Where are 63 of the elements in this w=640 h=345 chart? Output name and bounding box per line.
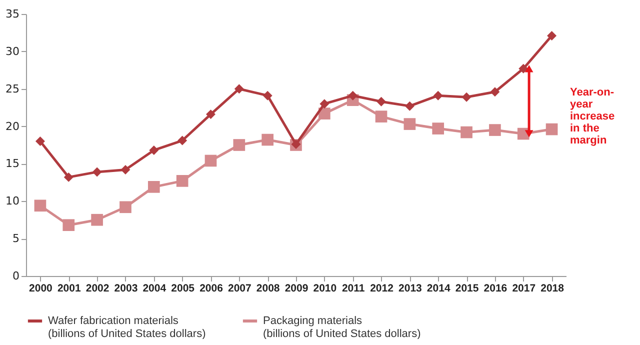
x-tick-label: 2010 <box>313 282 337 294</box>
x-tick-label: 2016 <box>484 282 508 294</box>
point <box>178 136 188 146</box>
point <box>376 96 386 106</box>
point <box>148 181 160 193</box>
x-tick-label: 2007 <box>228 282 252 294</box>
x-tick-label: 2017 <box>512 282 536 294</box>
point <box>120 164 130 174</box>
point <box>460 126 472 138</box>
y-tick-label: 5 <box>12 232 20 246</box>
y-tick-label: 20 <box>6 120 20 133</box>
x-tick-label: 2012 <box>370 282 394 294</box>
y-tick-label: 15 <box>6 157 20 170</box>
point <box>404 118 416 130</box>
point <box>546 123 558 136</box>
x-tick-label: 2002 <box>86 282 110 294</box>
point <box>35 136 45 146</box>
point <box>92 167 102 177</box>
point <box>34 200 46 212</box>
point <box>262 134 274 146</box>
point <box>204 154 217 167</box>
point <box>320 99 330 109</box>
x-tick-label: 2001 <box>57 282 81 294</box>
point <box>234 84 244 94</box>
legend-label: Wafer fabrication materials (billions of United States dollars) <box>48 315 206 340</box>
point <box>348 90 358 100</box>
point <box>518 64 528 74</box>
x-tick-label: 2003 <box>114 282 138 294</box>
point <box>404 101 414 111</box>
y-tick-label: 30 <box>6 44 20 58</box>
legend-label: Packaging materials (billions of United States dollars) <box>263 315 421 340</box>
x-tick-label: 2008 <box>256 282 280 294</box>
point <box>490 87 500 97</box>
x-tick-label: 2005 <box>171 282 195 294</box>
y-tick-label: 0 <box>12 270 20 282</box>
x-tick-label: 2004 <box>142 282 166 294</box>
point <box>262 90 272 100</box>
y-tick-label: 35 <box>6 8 20 20</box>
point <box>433 90 443 100</box>
x-tick-label: 2006 <box>200 282 224 294</box>
x-tick-label: 2014 <box>426 282 450 294</box>
x-tick-label: 2018 <box>540 282 564 294</box>
x-tick-label: 2011 <box>342 282 365 294</box>
text: Year-on-year increase in the margin <box>570 86 615 147</box>
point <box>176 175 188 187</box>
point <box>547 30 557 40</box>
point <box>149 145 159 155</box>
x-tick-label: 2013 <box>398 282 422 294</box>
y-tick-label: 10 <box>6 194 20 208</box>
y-tick-label: 25 <box>6 82 20 96</box>
point <box>375 110 388 122</box>
point <box>120 201 132 214</box>
point <box>64 172 74 182</box>
point <box>62 219 75 232</box>
x-tick-label: 2009 <box>284 282 308 294</box>
point <box>432 122 444 134</box>
point <box>91 214 103 226</box>
point <box>233 139 246 151</box>
x-tick-label: 2015 <box>455 282 479 294</box>
x-tick-label: 2000 <box>29 282 53 294</box>
point <box>462 92 472 102</box>
point <box>206 110 216 120</box>
point <box>489 124 501 136</box>
